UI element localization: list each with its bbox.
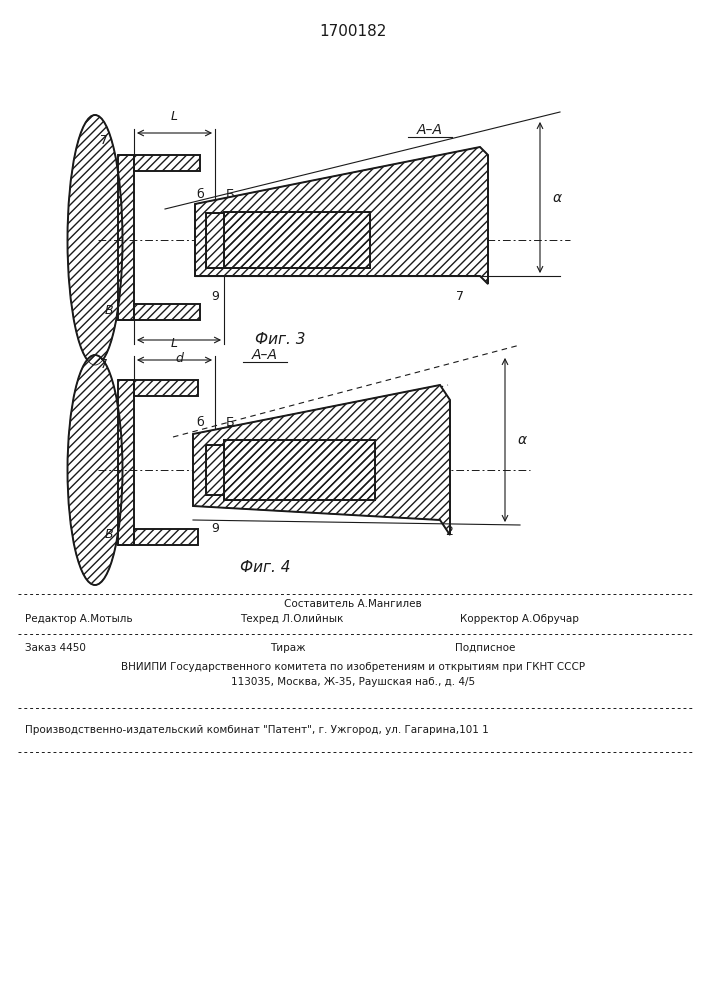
- Text: ВНИИПИ Государственного комитета по изобретениям и открытиям при ГКНТ СССР: ВНИИПИ Государственного комитета по изоб…: [121, 662, 585, 672]
- Text: Подписное: Подписное: [455, 643, 515, 653]
- Text: А–А: А–А: [252, 348, 278, 362]
- Text: Заказ 4450: Заказ 4450: [25, 643, 86, 653]
- Text: 2: 2: [445, 525, 453, 538]
- Text: б: б: [197, 188, 204, 200]
- Text: Б: Б: [226, 188, 235, 200]
- Text: Корректор А.Обручар: Корректор А.Обручар: [460, 614, 579, 624]
- Text: 1700182: 1700182: [320, 24, 387, 39]
- Polygon shape: [224, 212, 370, 268]
- Text: 7: 7: [100, 359, 108, 371]
- Polygon shape: [206, 445, 224, 495]
- Text: б: б: [197, 416, 204, 428]
- Text: 7: 7: [456, 290, 464, 303]
- Text: Производственно-издательский комбинат "Патент", г. Ужгород, ул. Гагарина,101 1: Производственно-издательский комбинат "П…: [25, 725, 489, 735]
- Text: Б: Б: [226, 416, 235, 428]
- Text: L: L: [171, 110, 178, 123]
- Text: 9: 9: [211, 522, 219, 535]
- Text: B: B: [105, 528, 113, 542]
- Text: Составитель А.Мангилев: Составитель А.Мангилев: [284, 599, 422, 609]
- Ellipse shape: [67, 115, 122, 365]
- Text: 113035, Москва, Ж-35, Раушская наб., д. 4/5: 113035, Москва, Ж-35, Раушская наб., д. …: [231, 677, 475, 687]
- Text: Фиг. 3: Фиг. 3: [255, 332, 305, 348]
- Ellipse shape: [67, 355, 122, 585]
- Text: Редактор А.Мотыль: Редактор А.Мотыль: [25, 614, 133, 624]
- Text: d: d: [175, 352, 183, 365]
- Text: 9: 9: [211, 290, 219, 303]
- Text: Тираж: Тираж: [270, 643, 305, 653]
- Polygon shape: [193, 385, 450, 535]
- Text: $\alpha$: $\alpha$: [517, 433, 528, 447]
- Text: $\alpha$: $\alpha$: [552, 190, 563, 205]
- Polygon shape: [224, 440, 375, 500]
- Text: А–А: А–А: [417, 123, 443, 137]
- Text: Фиг. 4: Фиг. 4: [240, 560, 291, 576]
- Text: Техред Л.Олийнык: Техред Л.Олийнык: [240, 614, 344, 624]
- Text: 7: 7: [100, 133, 108, 146]
- Text: L: L: [171, 337, 178, 350]
- Text: B: B: [105, 304, 113, 316]
- Polygon shape: [195, 147, 488, 284]
- Polygon shape: [206, 213, 224, 267]
